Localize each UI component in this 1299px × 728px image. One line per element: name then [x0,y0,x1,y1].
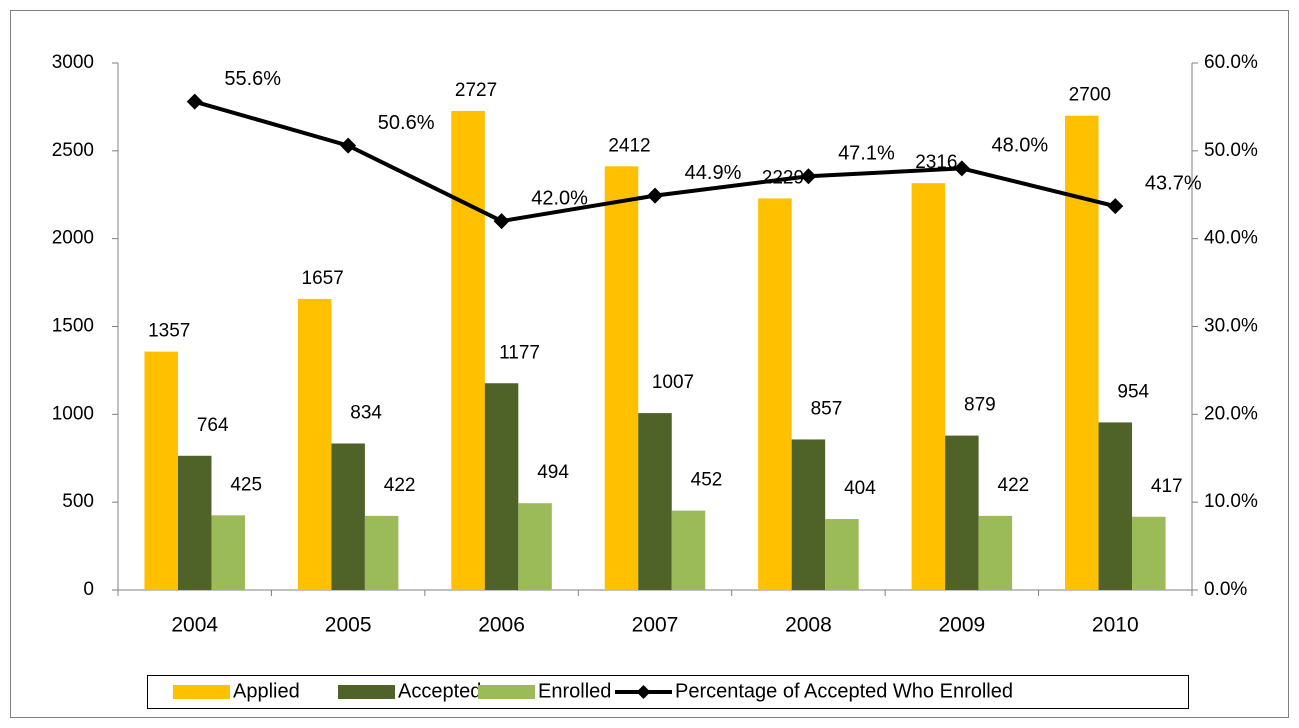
bar [177,455,212,590]
legend-swatch [338,685,395,699]
bar [297,298,332,590]
bar-value-label: 764 [197,415,229,436]
bar-value-label: 879 [964,395,996,416]
y-tick-label: 500 [62,491,94,512]
x-tick-label: 2010 [1092,614,1139,637]
line-value-label: 43.7% [1145,172,1202,194]
line-value-label: 50.6% [378,112,435,134]
bar-value-label: 2412 [608,135,650,156]
y2-tick-label: 20.0% [1204,403,1258,424]
bar [758,198,792,590]
bar-value-label: 452 [691,470,723,491]
bar-value-label: 404 [844,478,876,499]
bar-value-label: 1007 [652,372,694,393]
y2-tick-label: 40.0% [1204,228,1258,249]
bar-value-label: 954 [1117,381,1149,402]
bar [604,166,639,591]
y-tick-label: 3000 [52,52,94,73]
bar [144,351,178,590]
y2-tick-label: 50.0% [1204,140,1258,161]
bar [638,413,672,590]
legend-label: Accepted [398,680,481,702]
line-marker [647,187,663,204]
line-value-label: 48.0% [991,135,1048,157]
legend-label: Enrolled [538,680,611,702]
bar [364,515,399,590]
y2-tick-label: 30.0% [1204,316,1258,337]
bar-value-label: 2727 [455,80,497,101]
bar-value-label: 834 [350,403,382,424]
y2-tick-label: 60.0% [1204,52,1258,73]
line-value-label: 55.6% [224,68,281,90]
bar-value-label: 422 [384,475,416,496]
bar [331,443,365,590]
bar [518,503,552,590]
x-tick-label: 2004 [171,614,218,637]
y2-tick-label: 10.0% [1204,491,1258,512]
bar [671,510,706,590]
line-marker [493,213,510,230]
legend-swatch [173,685,230,699]
bar [791,439,826,590]
line-marker [800,168,817,185]
bar-value-label: 425 [230,474,262,495]
bar-value-label: 1177 [499,342,540,363]
bar [825,519,859,590]
legend-swatch [478,685,535,699]
bar [1098,422,1133,590]
bar [1065,115,1099,590]
x-tick-label: 2009 [938,614,985,637]
line-marker [953,160,970,177]
bar-value-label: 417 [1151,476,1183,497]
legend-label: Percentage of Accepted Who Enrolled [675,680,1013,702]
bar [911,183,946,590]
bar-value-label: 1657 [302,268,344,289]
bar [1132,516,1166,590]
y-tick-label: 1000 [52,403,94,424]
legend-marker [636,685,651,699]
y2-tick-label: 0.0% [1204,579,1247,600]
line-marker [1107,198,1124,215]
y-tick-label: 0 [83,579,94,600]
line-value-label: 42.0% [531,187,588,209]
y-tick-label: 2500 [52,140,94,161]
line-marker [340,137,357,154]
bar-value-label: 422 [998,475,1030,496]
y-tick-label: 1500 [52,316,94,337]
x-tick-label: 2006 [478,614,525,637]
y-tick-label: 2000 [52,228,94,249]
legend-label: Applied [233,680,300,702]
bar-value-label: 857 [811,398,843,419]
x-tick-label: 2008 [785,614,832,637]
x-tick-label: 2007 [632,614,679,637]
bar [945,435,979,590]
line-value-label: 47.1% [838,143,895,165]
x-tick-label: 2005 [325,614,372,637]
line-marker [186,93,203,110]
bar [484,383,519,590]
bar-value-label: 2700 [1069,85,1111,106]
bar [211,515,245,590]
bar-value-label: 1357 [148,321,190,342]
bar-value-label: 494 [537,462,569,483]
bar [978,515,1013,590]
line-value-label: 44.9% [685,162,742,184]
bar [451,110,485,590]
